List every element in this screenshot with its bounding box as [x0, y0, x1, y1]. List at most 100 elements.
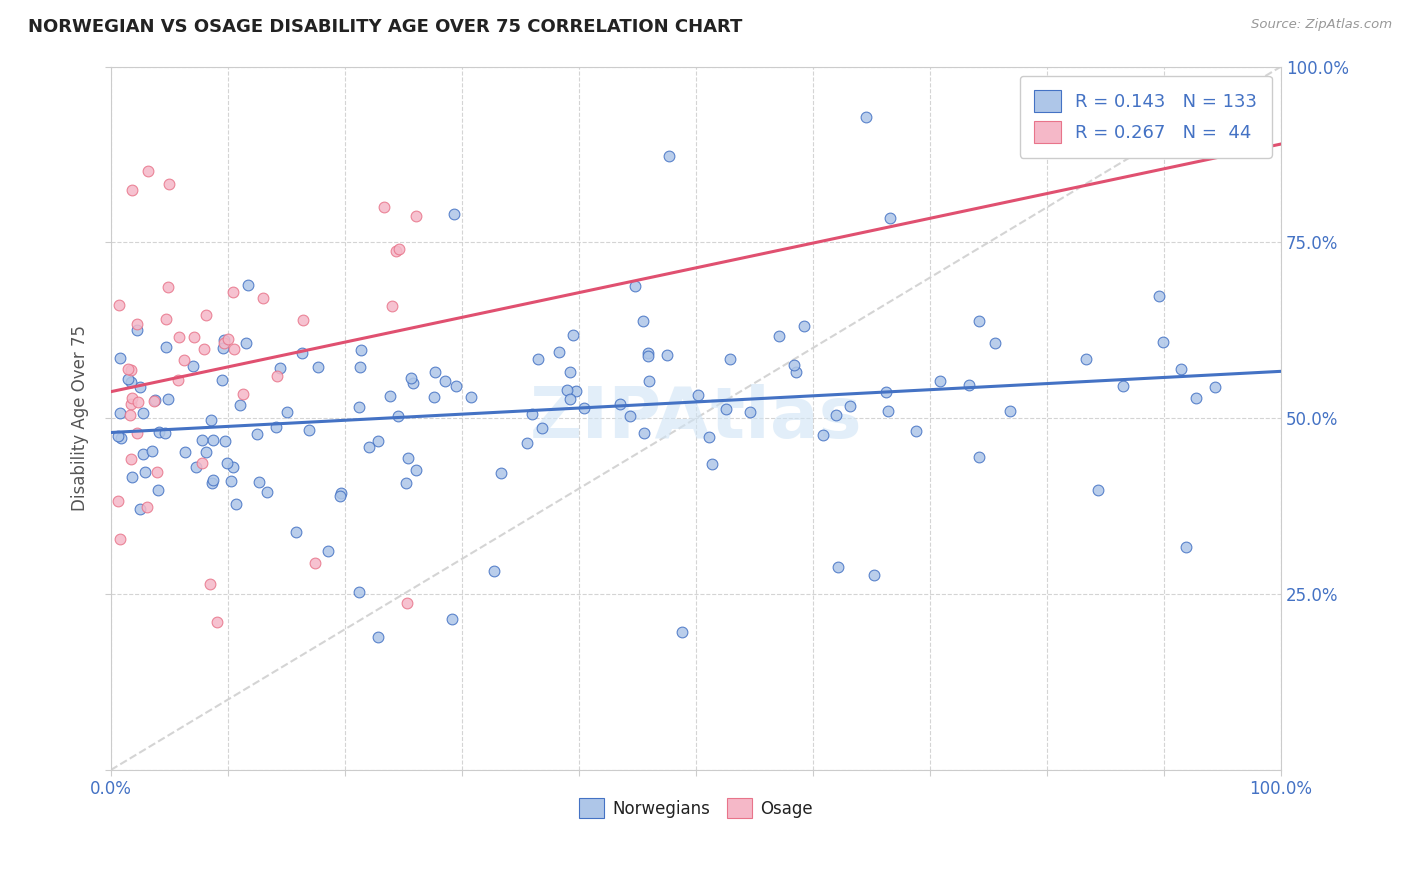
Point	[153, 426, 176, 441]
Point	[304, 557, 326, 571]
Point	[423, 390, 446, 404]
Point	[482, 565, 505, 579]
Point	[572, 401, 595, 415]
Point	[193, 342, 215, 356]
Point	[146, 483, 169, 498]
Point	[205, 615, 228, 629]
Point	[855, 111, 877, 125]
Point	[222, 459, 245, 474]
Point	[1112, 379, 1135, 393]
Point	[863, 568, 886, 582]
Point	[398, 450, 420, 465]
Point	[905, 424, 928, 438]
Point	[425, 365, 447, 379]
Point	[269, 361, 291, 376]
Point	[266, 369, 288, 384]
Point	[181, 359, 204, 373]
Point	[128, 380, 150, 394]
Point	[373, 200, 395, 214]
Point	[217, 332, 239, 346]
Point	[201, 475, 224, 490]
Point	[655, 348, 678, 362]
Point	[347, 584, 370, 599]
Point	[367, 631, 389, 645]
Point	[738, 405, 761, 419]
Point	[215, 456, 238, 470]
Point	[212, 333, 235, 347]
Point	[697, 430, 720, 444]
Point	[107, 493, 129, 508]
Point	[120, 375, 142, 389]
Point	[264, 420, 287, 434]
Point	[526, 352, 548, 367]
Point	[329, 486, 352, 500]
Point	[984, 336, 1007, 351]
Point	[169, 329, 191, 343]
Point	[367, 434, 389, 449]
Point	[236, 278, 259, 293]
Point	[401, 376, 423, 391]
Point	[875, 385, 897, 400]
Point	[228, 397, 250, 411]
Point	[155, 340, 177, 354]
Point	[380, 390, 402, 404]
Point	[516, 436, 538, 450]
Point	[125, 317, 148, 331]
Point	[194, 308, 217, 322]
Point	[329, 489, 352, 503]
Point	[531, 420, 554, 434]
Point	[117, 372, 139, 386]
Point	[793, 319, 815, 334]
Point	[173, 352, 195, 367]
Text: Source: ZipAtlas.com: Source: ZipAtlas.com	[1251, 18, 1392, 31]
Point	[1204, 379, 1226, 393]
Point	[1170, 362, 1192, 376]
Point	[631, 313, 654, 327]
Point	[214, 434, 236, 449]
Point	[877, 404, 900, 418]
Point	[633, 425, 655, 440]
Point	[384, 244, 406, 258]
Point	[783, 358, 806, 372]
Point	[359, 440, 381, 454]
Point	[879, 211, 901, 226]
Point	[222, 342, 245, 356]
Point	[276, 405, 298, 419]
Point	[1152, 334, 1174, 349]
Point	[839, 399, 862, 413]
Legend: Norwegians, Osage: Norwegians, Osage	[572, 791, 820, 825]
Point	[125, 426, 148, 441]
Point	[1147, 288, 1170, 302]
Point	[388, 243, 411, 257]
Point	[211, 373, 233, 387]
Point	[121, 392, 143, 406]
Point	[235, 335, 257, 350]
Point	[785, 365, 807, 379]
Point	[434, 374, 457, 388]
Point	[120, 451, 142, 466]
Point	[381, 299, 404, 313]
Point	[108, 406, 131, 420]
Text: ZIPAtlas: ZIPAtlas	[530, 384, 862, 453]
Point	[405, 463, 427, 477]
Point	[186, 460, 208, 475]
Point	[825, 408, 848, 422]
Point	[142, 393, 165, 408]
Point	[117, 362, 139, 376]
Point	[671, 624, 693, 639]
Point	[1185, 391, 1208, 405]
Point	[395, 596, 418, 610]
Point	[134, 465, 156, 479]
Point	[256, 485, 278, 500]
Point	[232, 386, 254, 401]
Point	[173, 445, 195, 459]
Point	[638, 374, 661, 388]
Point	[125, 323, 148, 337]
Point	[110, 351, 132, 365]
Point	[157, 280, 180, 294]
Point	[349, 359, 371, 374]
Point	[108, 297, 131, 311]
Point	[110, 431, 132, 445]
Point	[136, 500, 159, 514]
Point	[191, 457, 214, 471]
